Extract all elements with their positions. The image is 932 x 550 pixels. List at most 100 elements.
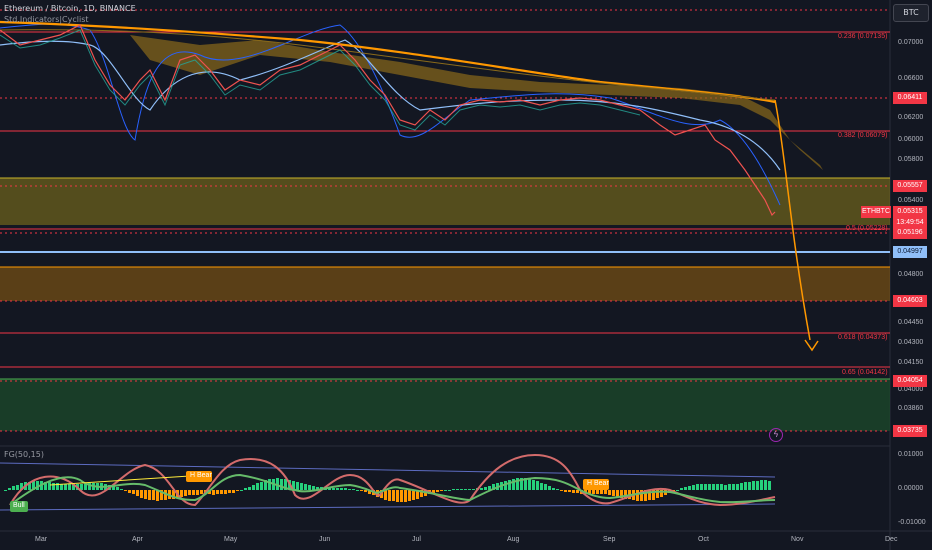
histogram-bar: [260, 482, 263, 490]
histogram-bar: [72, 484, 75, 490]
indicator-label: Std.Indicators|Cyclist: [4, 15, 89, 24]
histogram-bar: [28, 482, 31, 490]
histogram-bar: [312, 486, 315, 490]
time-tick: Sep: [603, 536, 616, 543]
histogram-bar: [68, 484, 71, 490]
chart-title: Ethereum / Bitcoin, 1D, BINANCE: [4, 4, 136, 13]
histogram-bar: [384, 490, 387, 500]
histogram-bar: [172, 490, 175, 499]
histogram-bar: [156, 490, 159, 501]
histogram-bar: [660, 490, 663, 497]
histogram-bar: [568, 490, 571, 492]
histogram-bar: [560, 490, 563, 491]
histogram-bar: [80, 484, 83, 490]
histogram-bar: [244, 488, 247, 490]
fib-label: 0.382 (0.06079): [838, 132, 888, 139]
price-tick: 0.04000: [898, 386, 924, 393]
histogram-bar: [760, 480, 763, 490]
histogram-bar: [8, 488, 11, 490]
histogram-bar: [480, 488, 483, 490]
histogram-bar: [484, 487, 487, 490]
histogram-bar: [436, 490, 439, 492]
symbol-tag: ETHBTC: [861, 206, 891, 218]
histogram-bar: [308, 485, 311, 490]
histogram-bar: [472, 489, 475, 490]
histogram-bar: [348, 489, 351, 490]
histogram-bar: [336, 488, 339, 490]
histogram-bar: [440, 490, 443, 491]
histogram-bar: [592, 490, 595, 494]
histogram-bar: [404, 490, 407, 502]
histogram-bar: [360, 490, 363, 491]
histogram-bar: [44, 482, 47, 490]
price-tick: 0.06000: [898, 136, 924, 143]
zone-green: [0, 379, 890, 431]
histogram-bar: [692, 485, 695, 490]
histogram-bar: [292, 481, 295, 490]
osc-tick: 0.00000: [898, 485, 924, 492]
price-tick: 0.03860: [898, 405, 924, 412]
price-tick: 0.06200: [898, 114, 924, 121]
histogram-bar: [416, 490, 419, 499]
histogram-bar: [236, 490, 239, 491]
histogram-bar: [192, 490, 195, 495]
histogram-bar: [4, 490, 7, 491]
current-price: 0.05315: [897, 208, 923, 215]
histogram-bar: [520, 478, 523, 490]
histogram-bar: [644, 490, 647, 501]
histogram-bar: [116, 487, 119, 490]
time-tick: May: [224, 536, 238, 543]
signal-bear-1: [186, 471, 212, 482]
histogram-bar: [48, 482, 51, 490]
time-tick: Jul: [412, 536, 421, 543]
histogram-bar: [700, 484, 703, 490]
histogram-bar: [344, 488, 347, 490]
histogram-bar: [148, 490, 151, 500]
price-series: [0, 24, 776, 217]
flash-icon[interactable]: ϟ: [769, 428, 783, 442]
signal-bull: [10, 501, 28, 512]
signal-bull-label: Bull: [13, 502, 25, 509]
histogram-bar: [144, 490, 147, 499]
histogram-bar: [620, 490, 623, 498]
histogram-bar: [504, 481, 507, 490]
histogram-bar: [448, 490, 451, 491]
fib-label: 0.65 (0.04142): [842, 369, 888, 376]
histogram-bar: [488, 486, 491, 490]
histogram-bar: [36, 481, 39, 490]
histogram-bar: [88, 483, 91, 490]
histogram-bar: [368, 490, 371, 494]
oscillator-label: FG(50,15): [4, 450, 44, 459]
histogram-bar: [588, 490, 591, 494]
histogram-bar: [616, 490, 619, 497]
histogram-bar: [756, 481, 759, 490]
histogram-bar: [16, 485, 19, 490]
histogram-bar: [612, 490, 615, 496]
histogram-bar: [392, 490, 395, 501]
histogram-bar: [296, 482, 299, 490]
current-price-box: 0.05315 13:49:54: [893, 206, 927, 228]
time-tick: Aug: [507, 536, 520, 543]
histogram-bar: [20, 483, 23, 490]
histogram-bar: [724, 485, 727, 490]
histogram-bar: [140, 490, 143, 498]
level-label: 0.05196: [893, 227, 927, 239]
histogram-bar: [32, 481, 35, 490]
histogram-bar: [388, 490, 391, 501]
histogram-bar: [340, 488, 343, 490]
histogram-bar: [648, 490, 651, 500]
price-tick: 0.07000: [898, 39, 924, 46]
histogram-bar: [420, 490, 423, 497]
histogram-bar: [556, 489, 559, 490]
level-label: 0.06411: [893, 92, 927, 104]
level-label: 0.04603: [893, 295, 927, 307]
histogram-bar: [676, 490, 679, 491]
histogram-bar: [604, 490, 607, 494]
histogram-bar: [120, 489, 123, 490]
price-tick: 0.06600: [898, 75, 924, 82]
histogram-bar: [212, 490, 215, 495]
currency-button[interactable]: BTC: [893, 4, 929, 22]
time-tick: Dec: [885, 536, 898, 543]
histogram-bar: [136, 490, 139, 496]
